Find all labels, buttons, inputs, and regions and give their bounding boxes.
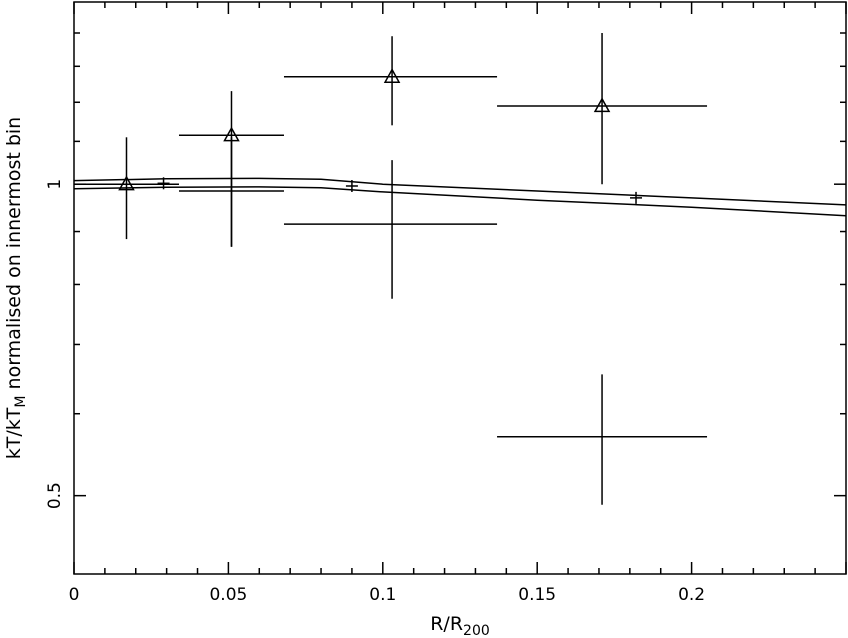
tick-labels: 0 0.05 0.1 0.15 0.2 0.5 1 [45,179,705,605]
plot-frame [73,1,847,575]
triangle-marker [118,175,135,191]
x-axis-title-subscript: 200 [463,623,490,638]
x-tick-label: 0.1 [369,585,396,605]
triangle-marker [383,68,401,83]
y-axis-title: kT/kTM normalised on innermost bin [3,117,29,459]
data-points [74,33,708,505]
y-tick-label: 0.5 [45,482,65,509]
y-tick-label: 1 [45,179,65,190]
axis-ticks [73,2,847,574]
x-axis-title: R/R200 [430,613,490,638]
model-band [73,177,847,217]
x-tick-label: 0.15 [518,585,556,605]
x-tick-label: 0.05 [209,585,247,605]
y-axis-title-subscript: M [13,396,29,408]
x-tick-label: 0.2 [678,585,705,605]
triangle-marker [593,97,611,113]
x-tick-label: 0 [69,585,80,605]
